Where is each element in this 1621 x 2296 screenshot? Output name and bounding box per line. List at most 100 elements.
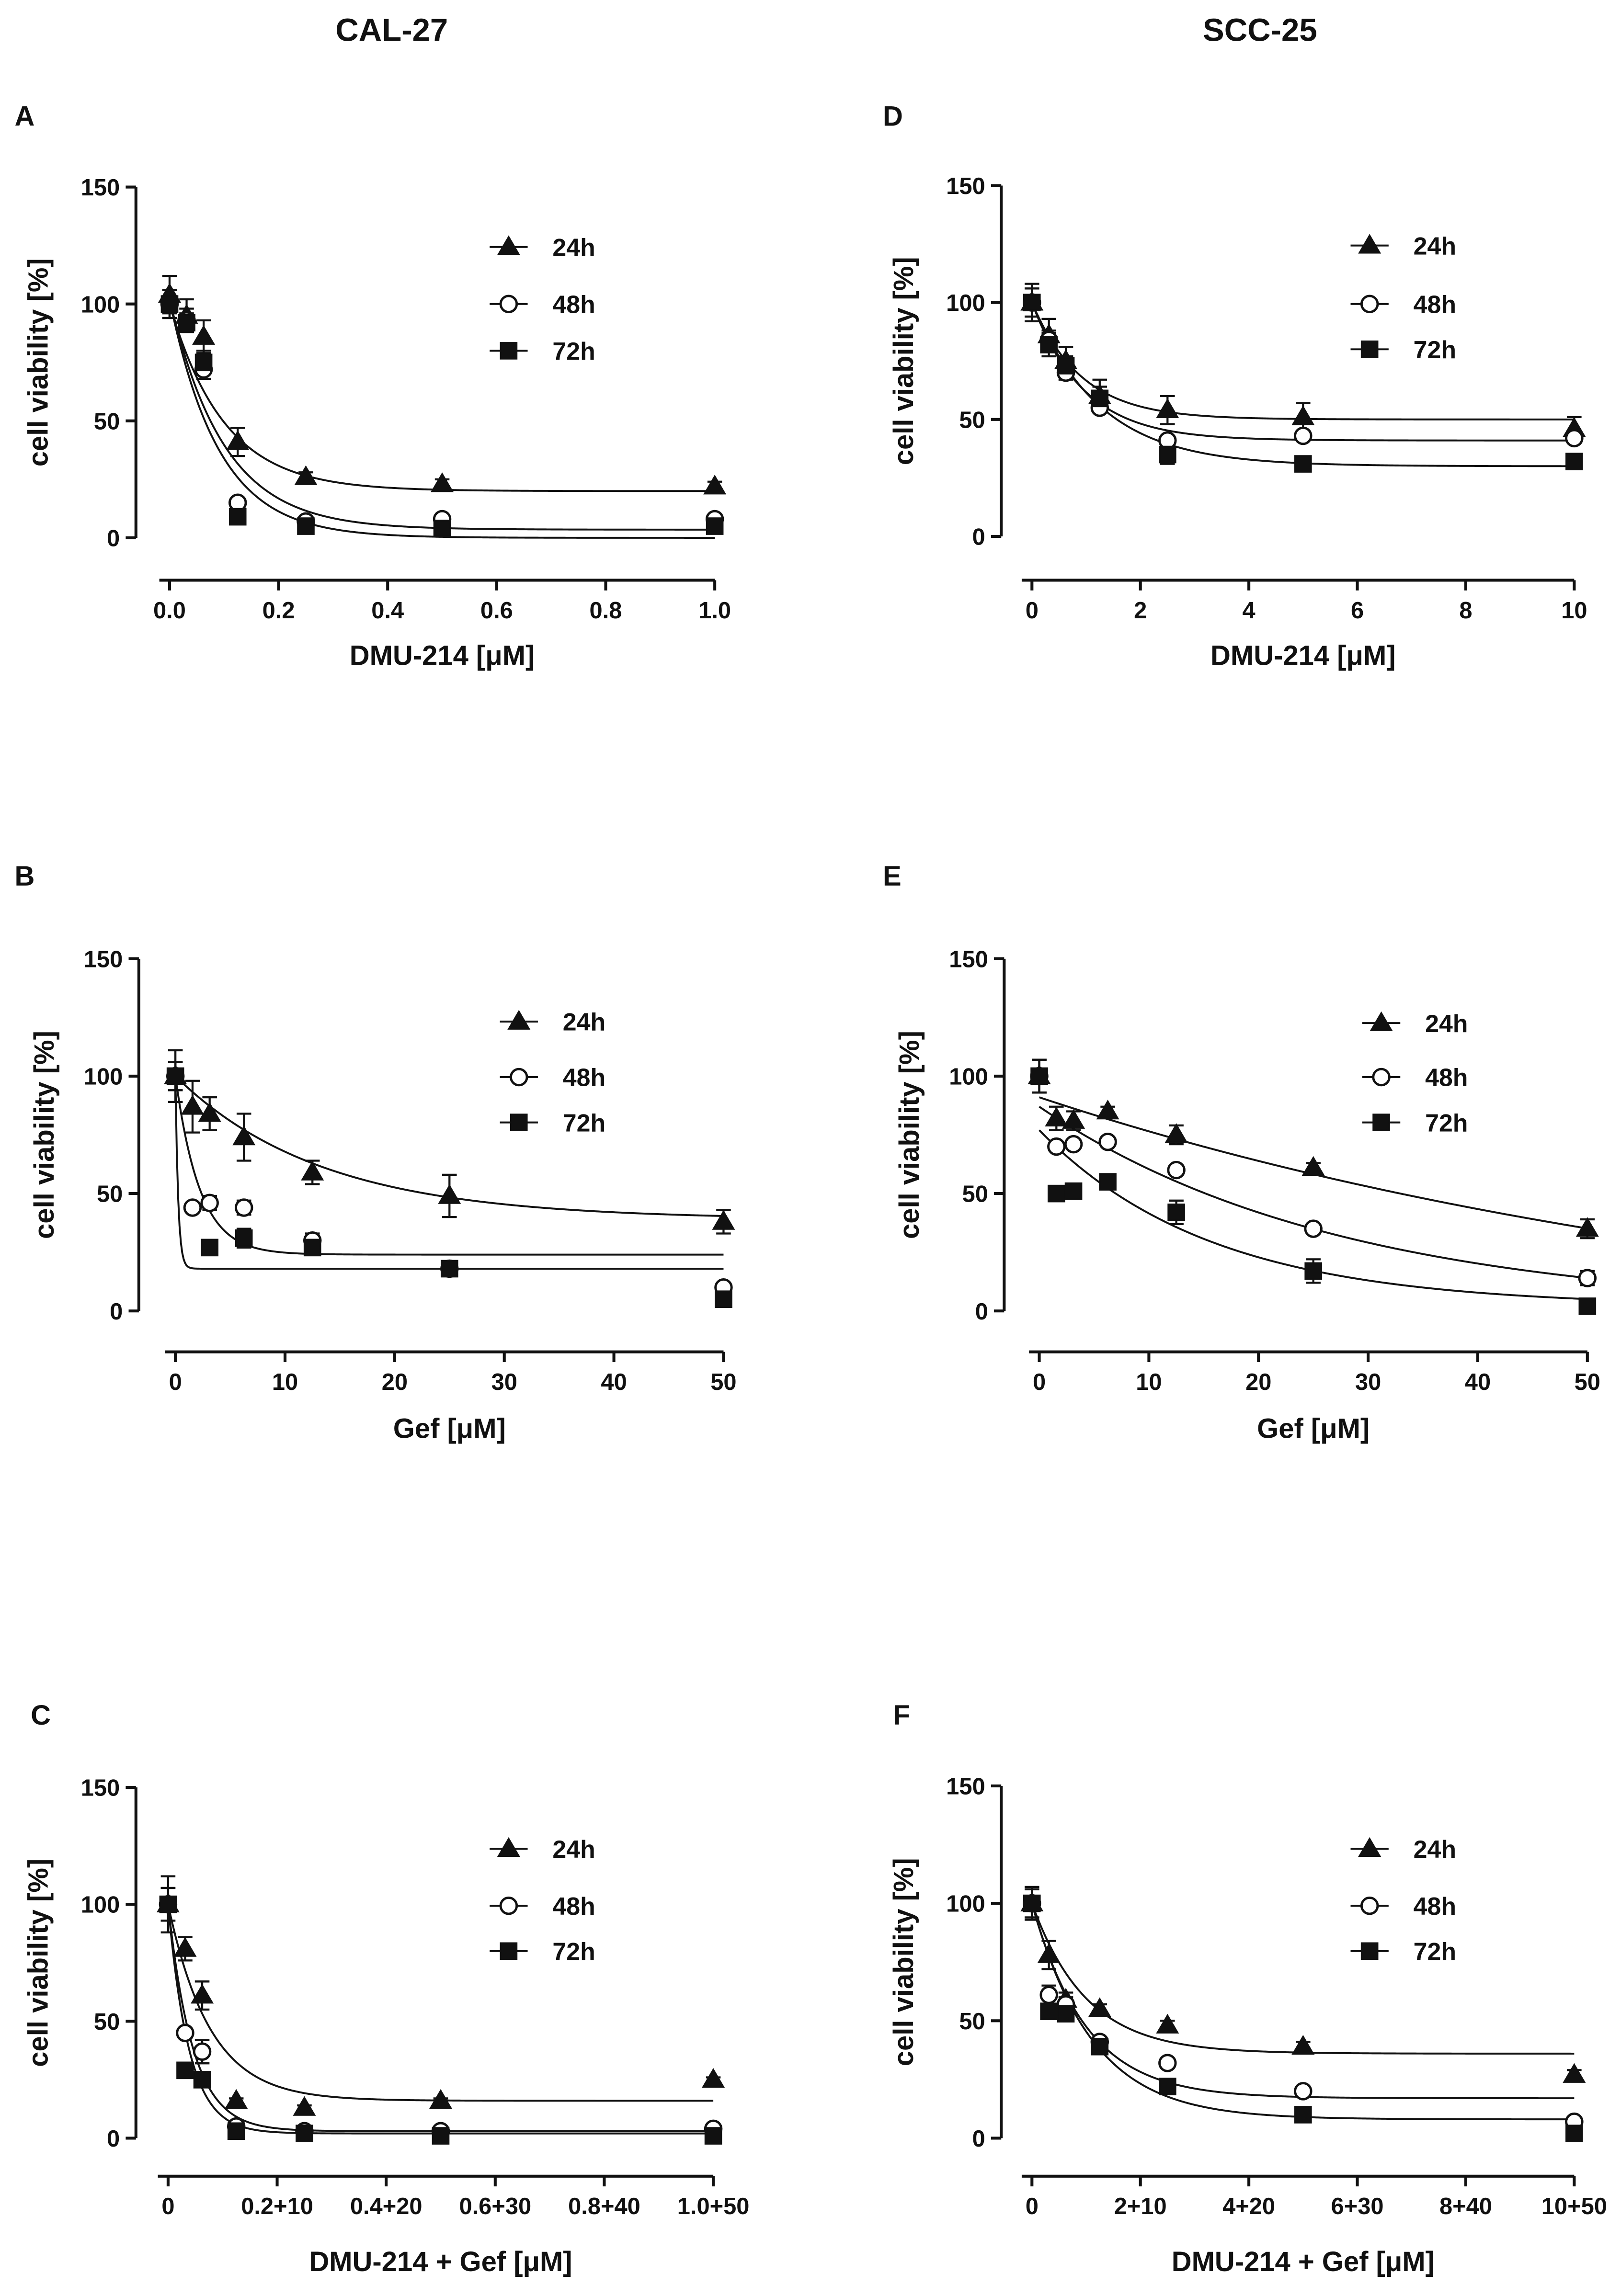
data-point-72h xyxy=(178,314,195,332)
y-tick-label: 50 xyxy=(97,1182,123,1207)
data-point-72h xyxy=(1294,455,1312,473)
y-tick-label: 100 xyxy=(946,1891,985,1917)
data-point-72h xyxy=(1040,2002,1058,2020)
legend-marker xyxy=(1360,1897,1379,1915)
data-point-24h xyxy=(1291,2035,1315,2055)
data-point-72h xyxy=(296,2125,313,2142)
y-tick-label: 150 xyxy=(81,1775,120,1801)
data-point-72h xyxy=(1158,2078,1176,2095)
x-tick-label: 20 xyxy=(382,1369,408,1395)
data-point-72h xyxy=(1294,2106,1312,2124)
y-tick-label: 50 xyxy=(962,1182,988,1207)
legend-item-72h: 72h xyxy=(490,1938,595,1966)
data-point-72h xyxy=(1167,1204,1185,1221)
legend-label: 24h xyxy=(552,1835,595,1863)
x-tick-label: 6+30 xyxy=(1331,2194,1384,2219)
data-point-24h xyxy=(294,465,318,485)
legend-item-72h: 72h xyxy=(1362,1109,1468,1137)
y-tick-label: 0 xyxy=(110,1299,123,1325)
x-tick-label: 40 xyxy=(1465,1369,1491,1395)
x-tick-label: 10+50 xyxy=(1541,2194,1607,2219)
legend-marker xyxy=(507,1010,531,1030)
panel-letter: A xyxy=(15,101,35,132)
legend-label: 72h xyxy=(563,1109,605,1137)
x-axis-title: DMU-214 [μM] xyxy=(350,640,535,671)
data-point-72h xyxy=(432,2127,450,2145)
x-tick-label: 0.6+30 xyxy=(459,2194,531,2219)
data-point-72h xyxy=(201,1239,218,1257)
y-axis-title: cell viability [%] xyxy=(889,257,919,465)
column-title-cal-27: CAL-27 xyxy=(335,12,448,48)
data-point-24h xyxy=(1062,1109,1085,1129)
legend-item-24h: 24h xyxy=(490,233,595,261)
panel-letter: B xyxy=(15,861,35,892)
y-tick-label: 150 xyxy=(946,1774,985,1800)
data-point-24h xyxy=(1045,1106,1068,1126)
x-tick-label: 10 xyxy=(1136,1369,1162,1395)
panel-letter: E xyxy=(883,861,902,892)
x-tick-label: 2+10 xyxy=(1114,2194,1167,2219)
legend-marker xyxy=(497,235,520,255)
x-tick-label: 0.0 xyxy=(153,598,186,624)
legend-label: 48h xyxy=(1425,1064,1468,1091)
data-point-72h xyxy=(166,1067,184,1085)
legend-label: 48h xyxy=(1414,1892,1456,1920)
data-point-48h xyxy=(183,1198,202,1217)
data-point-72h xyxy=(1023,1894,1041,1912)
legend-label: 72h xyxy=(552,1938,595,1966)
y-tick-label: 50 xyxy=(94,2009,120,2035)
legend-marker xyxy=(500,1942,518,1960)
y-tick-label: 0 xyxy=(972,524,985,550)
legend-item-48h: 48h xyxy=(1362,1064,1468,1091)
legend-item-24h: 24h xyxy=(1350,232,1456,260)
data-point-48h xyxy=(1098,1133,1117,1151)
legend-marker xyxy=(1372,1114,1390,1131)
data-point-72h xyxy=(159,1895,177,1913)
legend-marker xyxy=(499,1897,518,1915)
x-tick-label: 50 xyxy=(710,1369,736,1395)
legend-label: 48h xyxy=(1414,290,1456,318)
panel-c: C 0 50 100 150 0 0.2+10 0.4+20 0.6+30 0.8+40 1.0+5… xyxy=(23,1700,750,2277)
y-axis-title: cell viability [%] xyxy=(889,1858,919,2066)
data-point-24h xyxy=(438,1184,461,1204)
x-tick-label: 0.8 xyxy=(590,598,622,624)
x-tick-label: 0.2+10 xyxy=(241,2194,313,2219)
y-tick-label: 50 xyxy=(959,407,985,433)
column-title-scc-25: SCC-25 xyxy=(1203,12,1317,48)
y-axis-title: cell viability [%] xyxy=(23,258,54,466)
data-point-72h xyxy=(194,353,213,372)
data-point-72h xyxy=(1040,336,1058,353)
legend-item-24h: 24h xyxy=(500,1008,605,1036)
panel-letter: D xyxy=(883,101,903,132)
data-point-24h xyxy=(293,2096,316,2116)
data-point-72h xyxy=(176,2061,194,2080)
data-point-24h xyxy=(232,1125,256,1146)
data-point-24h xyxy=(1156,2013,1179,2034)
data-point-24h xyxy=(198,1102,221,1122)
legend-label: 72h xyxy=(1425,1109,1468,1137)
data-point-72h xyxy=(1091,2037,1109,2056)
legend-label: 72h xyxy=(1414,336,1456,364)
legend-item-72h: 72h xyxy=(500,1109,605,1137)
data-point-72h xyxy=(1057,2005,1075,2023)
legend-marker xyxy=(1360,1942,1379,1960)
legend-item-48h: 48h xyxy=(1350,290,1456,318)
x-tick-label: 0 xyxy=(1033,1369,1046,1395)
legend-marker xyxy=(510,1068,528,1087)
y-axis-title: cell viability [%] xyxy=(29,1031,60,1239)
data-point-24h xyxy=(702,2068,725,2088)
legend-item-48h: 48h xyxy=(490,1892,595,1920)
data-point-72h xyxy=(715,1290,732,1308)
x-tick-label: 40 xyxy=(601,1369,627,1395)
data-point-48h xyxy=(1294,2082,1313,2101)
x-axis-title: DMU-214 + Gef [μM] xyxy=(309,2247,572,2277)
y-axis-title: cell viability [%] xyxy=(23,1859,54,2067)
data-point-48h xyxy=(200,1193,219,1212)
legend-marker xyxy=(1370,1011,1393,1031)
legend-item-24h: 24h xyxy=(1362,1010,1468,1037)
data-point-24h xyxy=(1037,1943,1061,1963)
legend: 24h 48h 72h xyxy=(500,1008,605,1137)
y-tick-label: 100 xyxy=(946,290,985,316)
data-point-72h xyxy=(706,517,724,535)
